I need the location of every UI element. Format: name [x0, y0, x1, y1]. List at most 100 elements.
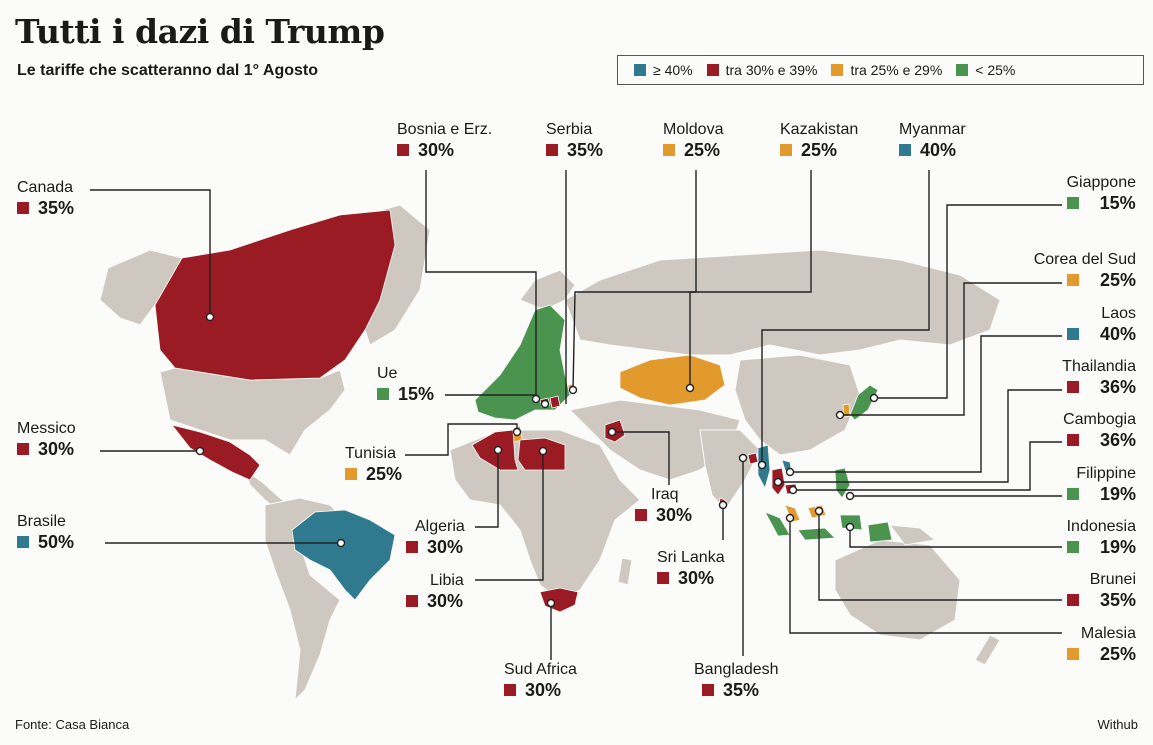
leader-algeria	[475, 450, 499, 528]
dot-srilanka	[718, 500, 728, 510]
tariff-value: 30%	[656, 505, 693, 525]
tariff-swatch	[635, 509, 647, 521]
land-australia	[834, 539, 961, 641]
tariff-swatch	[1066, 197, 1079, 209]
tariff-swatch	[1066, 274, 1079, 286]
label-cambogia: Cambogia 36%	[1063, 411, 1136, 451]
dot-myanmar	[757, 460, 767, 470]
tariff-value: 40%	[1099, 324, 1136, 344]
leader-bosnia	[425, 170, 537, 399]
dot-corea	[835, 410, 845, 420]
country-south-africa	[539, 587, 579, 613]
legend-item: < 25%	[956, 62, 1015, 78]
legend-label: ≥ 40%	[653, 62, 693, 78]
label-ue: Ue 15%	[377, 365, 434, 405]
label-corea: Corea del Sud 25%	[1034, 251, 1136, 291]
label-tunisia: Tunisia 25%	[345, 445, 402, 485]
dot-libia	[538, 446, 548, 456]
country-name: Bangladesh	[694, 661, 779, 678]
country-name: Filippine	[1076, 465, 1136, 482]
country-name: Sud Africa	[504, 661, 577, 678]
tariff-value: 30%	[427, 591, 464, 611]
land-papua	[888, 524, 937, 546]
tariff-value: 25%	[366, 464, 403, 484]
legend-swatch	[956, 64, 969, 76]
country-name: Serbia	[546, 121, 593, 138]
legend-swatch	[706, 64, 719, 76]
dot-malesia	[785, 513, 795, 523]
country-canada	[154, 209, 396, 381]
country-kazakhstan	[619, 354, 726, 406]
label-serbia: Serbia 35%	[546, 121, 603, 161]
tariff-value: 19%	[1099, 537, 1136, 557]
tariff-swatch	[377, 388, 389, 400]
page-title: Tutti i dazi di Trump	[15, 12, 385, 51]
tariff-value: 30%	[427, 537, 464, 557]
leader-libia	[475, 451, 544, 581]
label-brunei: Brunei 35%	[1066, 571, 1136, 611]
tariff-value: 30%	[38, 439, 75, 459]
tariff-swatch	[397, 144, 409, 156]
tariff-swatch	[1066, 648, 1079, 660]
tariff-swatch	[406, 595, 418, 607]
source-note: Fonte: Casa Bianca	[15, 717, 130, 732]
label-canada: Canada 35%	[17, 179, 74, 219]
leader-corea	[840, 282, 1062, 416]
tariff-swatch	[504, 684, 516, 696]
tariff-swatch	[1066, 328, 1079, 340]
dot-cambogia	[788, 485, 798, 495]
country-bangladesh	[747, 452, 759, 465]
tariff-swatch	[1066, 434, 1079, 446]
tariff-swatch	[17, 536, 29, 548]
tariff-swatch	[899, 144, 911, 156]
country-brazil	[291, 509, 396, 601]
country-name: Laos	[1101, 305, 1136, 322]
dot-serbia	[540, 399, 550, 409]
dot-iraq	[607, 427, 617, 437]
dot-sudafrica	[546, 598, 556, 608]
land-china	[734, 354, 861, 456]
tariff-value: 35%	[723, 680, 760, 700]
label-malesia: Malesia 25%	[1066, 625, 1136, 665]
leader-iraq	[612, 431, 670, 485]
dot-thailandia	[773, 477, 783, 487]
country-name: Algeria	[415, 518, 465, 535]
country-name: Libia	[430, 572, 464, 589]
legend-swatch	[831, 64, 844, 76]
tariff-value: 35%	[567, 140, 604, 160]
label-giappone: Giappone 15%	[1066, 174, 1136, 214]
country-name: Indonesia	[1066, 518, 1136, 535]
country-name: Brunei	[1089, 571, 1136, 588]
tariff-value: 30%	[418, 140, 455, 160]
tariff-value: 15%	[1099, 193, 1136, 213]
dot-laos	[785, 467, 795, 477]
country-name: Canada	[17, 179, 74, 196]
label-sudafrica: Sud Africa 30%	[504, 661, 577, 701]
label-laos: Laos 40%	[1066, 305, 1136, 345]
dot-moldova	[568, 385, 578, 395]
country-name: Kazakistan	[780, 121, 859, 138]
leader-laos	[790, 335, 1062, 473]
country-name: Tunisia	[345, 445, 396, 462]
tariff-value: 25%	[801, 140, 838, 160]
tariff-swatch	[1066, 381, 1079, 393]
country-name: Corea del Sud	[1033, 251, 1136, 268]
legend-swatch	[634, 64, 646, 76]
tariff-swatch	[1066, 488, 1079, 500]
leader-cambogia	[793, 441, 1062, 491]
dot-bangladesh	[738, 453, 748, 463]
leader-giappone	[874, 204, 1062, 399]
dot-kazakistan	[685, 383, 695, 393]
country-name: Iraq	[651, 486, 679, 503]
country-name: Thailandia	[1062, 358, 1136, 375]
dot-filippine	[845, 491, 855, 501]
tariff-swatch	[1066, 594, 1079, 606]
legend: ≥ 40% tra 30% e 39% tra 25% e 29% < 25%	[617, 55, 1144, 85]
dot-giappone	[869, 393, 879, 403]
dot-indonesia	[845, 522, 855, 532]
leader-kazakistan	[689, 170, 812, 388]
tariff-swatch	[780, 144, 792, 156]
dot-brunei	[814, 506, 824, 516]
